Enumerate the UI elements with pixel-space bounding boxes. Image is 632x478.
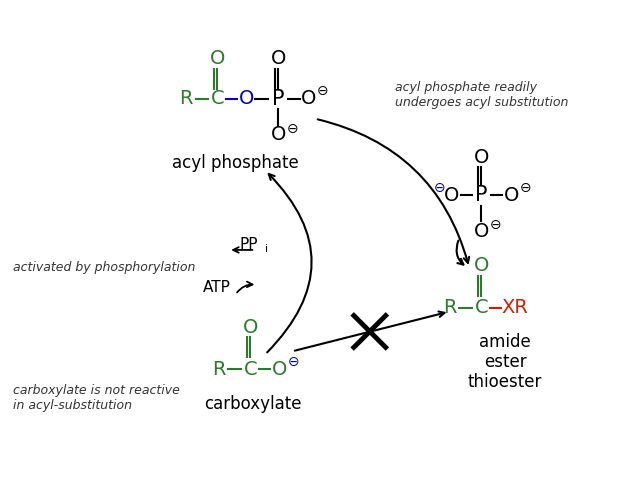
Text: R: R [212,360,225,379]
Text: ⊖: ⊖ [520,181,531,196]
Text: i: i [265,244,269,254]
Text: PP: PP [240,238,258,252]
Text: O: O [504,186,519,205]
Text: O: O [210,49,225,67]
Text: P: P [475,185,487,205]
Text: XR: XR [502,298,528,317]
Text: ester: ester [484,353,526,371]
Text: acyl phosphate: acyl phosphate [172,154,299,173]
Text: ⊖: ⊖ [489,218,501,232]
Text: ⊖: ⊖ [286,121,298,136]
Text: ⊖: ⊖ [434,181,446,196]
Text: ⊖: ⊖ [288,355,299,369]
Text: amide: amide [479,333,531,351]
Text: O: O [272,360,287,379]
Text: carboxylate is not reactive
in acyl-substitution: carboxylate is not reactive in acyl-subs… [13,384,180,412]
Text: carboxylate: carboxylate [205,395,302,413]
Text: O: O [243,318,258,337]
Text: C: C [475,298,488,317]
Text: O: O [473,256,489,275]
Text: activated by phosphorylation: activated by phosphorylation [13,261,196,274]
Text: O: O [473,221,489,240]
Text: ⊖: ⊖ [317,84,329,98]
Text: thioester: thioester [468,373,542,391]
Text: O: O [270,125,286,144]
Text: O: O [473,148,489,167]
Text: C: C [210,89,224,109]
Text: P: P [272,89,284,109]
Text: O: O [239,89,254,109]
Text: R: R [179,89,192,109]
Text: ATP: ATP [202,280,231,295]
Text: O: O [444,186,459,205]
Text: O: O [301,89,317,109]
Text: R: R [442,298,456,317]
Text: C: C [243,360,257,379]
Text: O: O [270,49,286,67]
Text: acyl phosphate readily
undergoes acyl substitution: acyl phosphate readily undergoes acyl su… [394,81,568,109]
